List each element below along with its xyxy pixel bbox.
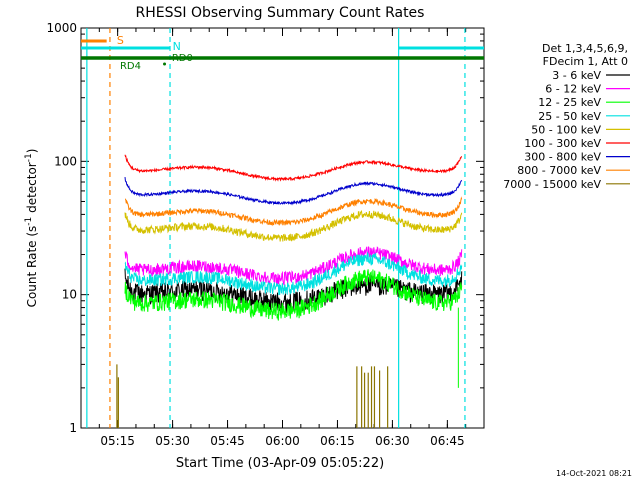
y-axis-label-head: Count Rate (s bbox=[25, 226, 39, 308]
legend-label: 3 - 6 keV bbox=[552, 69, 601, 82]
series-line bbox=[124, 196, 463, 227]
series-line bbox=[124, 209, 463, 242]
y-tick-label: 100 bbox=[54, 154, 77, 168]
flag-label: RD4 bbox=[120, 61, 141, 72]
x-tick-label: 06:00 bbox=[265, 434, 300, 448]
series-line bbox=[124, 177, 463, 206]
x-tick-label: 05:30 bbox=[155, 434, 190, 448]
y-axis-label-sup2: -1 bbox=[24, 153, 34, 162]
y-axis-label-tail: detector bbox=[25, 162, 39, 217]
legend-label: 100 - 300 keV bbox=[524, 137, 601, 150]
legend-label: 6 - 12 keV bbox=[545, 83, 601, 96]
flag-dot-rd4 bbox=[163, 62, 167, 66]
timestamp: 14-Oct-2021 08:21 bbox=[556, 469, 632, 478]
x-tick-label: 06:45 bbox=[430, 434, 465, 448]
series-line bbox=[124, 154, 463, 182]
legend-label: 50 - 100 keV bbox=[531, 123, 601, 136]
series-line bbox=[124, 251, 463, 296]
flag-label: N bbox=[173, 40, 181, 53]
x-tick-label: 06:15 bbox=[320, 434, 355, 448]
chart-title: RHESSI Observing Summary Count Rates bbox=[136, 5, 425, 21]
flag-label: S bbox=[117, 34, 124, 47]
flag-label: RD0 bbox=[172, 53, 193, 64]
y-tick-label: 10 bbox=[62, 288, 77, 302]
x-tick-label: 05:45 bbox=[210, 434, 245, 448]
series-line bbox=[124, 246, 463, 286]
legend-label: 300 - 800 keV bbox=[524, 151, 601, 164]
legend-label: 25 - 50 keV bbox=[538, 110, 601, 123]
y-tick-label: 1 bbox=[69, 421, 77, 435]
legend-label: 7000 - 15000 keV bbox=[503, 178, 601, 191]
y-tick-label: 1000 bbox=[46, 21, 77, 35]
series-line bbox=[124, 269, 463, 321]
x-tick-label: 05:15 bbox=[100, 434, 135, 448]
x-tick-label: 06:30 bbox=[375, 434, 410, 448]
legend-label: 800 - 7000 keV bbox=[517, 164, 601, 177]
y-axis-label: Count Rate (s-1 detector-1) bbox=[24, 149, 39, 308]
legend-header-line-1: Det 1,3,4,5,6,9, bbox=[542, 42, 628, 55]
chart-marks: 1 10 100 1000 05:15 05:30 05:45 06:00 06:15 06:30… bbox=[46, 21, 630, 448]
x-axis-label: Start Time (03-Apr-09 05:05:22) bbox=[176, 456, 384, 471]
plot-frame bbox=[80, 27, 485, 429]
legend-label: 12 - 25 keV bbox=[538, 96, 601, 109]
y-axis-label-sup: -1 bbox=[24, 217, 34, 226]
y-axis-label-end: ) bbox=[25, 149, 39, 154]
legend-header-line-2: FDecim 1, Att 0 bbox=[543, 55, 628, 68]
